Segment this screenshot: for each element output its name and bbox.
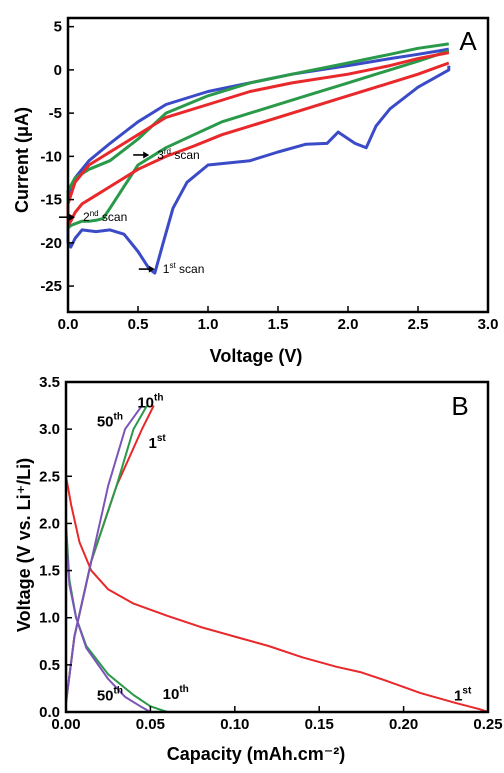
x-tick-label: 0.00 (51, 716, 80, 733)
y-tick-label: -5 (49, 105, 62, 122)
y-tick-label: 1.0 (39, 610, 60, 627)
x-tick-label: 2.0 (338, 316, 359, 333)
panel-b-series-line-5 (65, 532, 151, 713)
y-tick-label: 3.0 (39, 421, 60, 438)
y-tick-label: 0 (54, 62, 62, 79)
x-tick-label: 0.10 (220, 716, 249, 733)
scan-label: 1st scan (163, 261, 205, 276)
x-tick-label: 1.0 (198, 316, 219, 333)
panel-b-y-ticks: 3.5 3.0 2.5 2.0 1.5 1.0 0.5 0.0 (39, 374, 72, 721)
cycle-label: 1st (454, 686, 472, 705)
panel-b-plot-frame (64, 380, 490, 714)
cycle-label: 1st (149, 433, 167, 452)
panel-b-series-line-6 (65, 405, 143, 703)
x-tick-label: 3.0 (478, 316, 499, 333)
scan-arrowhead (143, 151, 150, 159)
y-tick-label: 3.5 (39, 374, 60, 391)
panel-a-annotations: 1st scan 2nd scan 3rd scan (59, 147, 204, 276)
x-tick-label: 0.05 (136, 716, 165, 733)
x-tick-label: 2.5 (408, 316, 429, 333)
x-tick-label: 1.5 (268, 316, 289, 333)
panel-b-letter: B (451, 391, 468, 421)
panel-a-letter: A (459, 26, 477, 56)
panel-a-y-ticks: 5 0 -5 -10 -15 -20 -25 (40, 19, 74, 295)
cycle-label: 50th (97, 411, 123, 430)
y-tick-label: 0.5 (39, 657, 60, 674)
x-tick-label: 0.15 (305, 716, 334, 733)
panel-a-series-line-2 (66, 42, 450, 230)
y-tick-label: -25 (40, 278, 62, 295)
y-tick-label: 2.5 (39, 468, 60, 485)
x-tick-label: 0.0 (58, 316, 79, 333)
panel-b-series-line-4 (65, 405, 148, 703)
panel-a-series-line-1 (66, 47, 451, 275)
y-tick-label: -10 (40, 148, 62, 165)
panel-a-y-axis-title: Current (μA) (12, 107, 32, 213)
x-tick-label: 0.25 (473, 716, 502, 733)
y-tick-label: 5 (54, 19, 62, 36)
panel-b-x-axis-title: Capacity (mAh.cm⁻²) (167, 744, 346, 764)
panel-b-cycle-labels: 50th 10th 1st 50th 10th 1st (97, 392, 472, 704)
panel-b-x-ticks: 0.00 0.05 0.10 0.15 0.20 0.25 (51, 706, 503, 733)
panel-a-x-axis-title: Voltage (V) (210, 346, 303, 366)
scan-arrowhead (148, 265, 155, 273)
y-tick-label: -20 (40, 235, 62, 252)
panel-b-series (65, 405, 489, 713)
panel-a-series-line-3 (66, 51, 450, 227)
panel-a-series (66, 42, 451, 275)
x-tick-label: 0.20 (389, 716, 418, 733)
x-tick-label: 0.5 (128, 316, 149, 333)
panel-b-series-line-1 (65, 476, 489, 713)
panel-a-x-ticks: 0.0 0.5 1.0 1.5 2.0 2.5 3.0 (58, 306, 499, 333)
panel-a-plot-frame (66, 16, 490, 314)
y-tick-label: 1.5 (39, 563, 60, 580)
panel-b-series-line-3 (65, 523, 168, 713)
cycle-label: 50th (97, 686, 123, 705)
scan-arrowhead (69, 213, 75, 221)
y-tick-label: 2.0 (39, 515, 60, 532)
scan-label: 3rd scan (157, 147, 200, 162)
panel-a: 1st scan 2nd scan 3rd scan 0.0 0.5 1.0 1.5 2.0… (12, 16, 499, 366)
y-tick-label: 0.0 (39, 704, 60, 721)
panel-b-series-line-2 (65, 405, 155, 703)
cycle-label: 10th (137, 392, 163, 411)
panel-b-y-axis-title: Voltage (V vs. Li⁺/Li) (14, 458, 34, 632)
scan-label: 2nd scan (83, 209, 127, 224)
cycle-label: 10th (163, 684, 189, 703)
y-tick-label: -15 (40, 192, 62, 209)
